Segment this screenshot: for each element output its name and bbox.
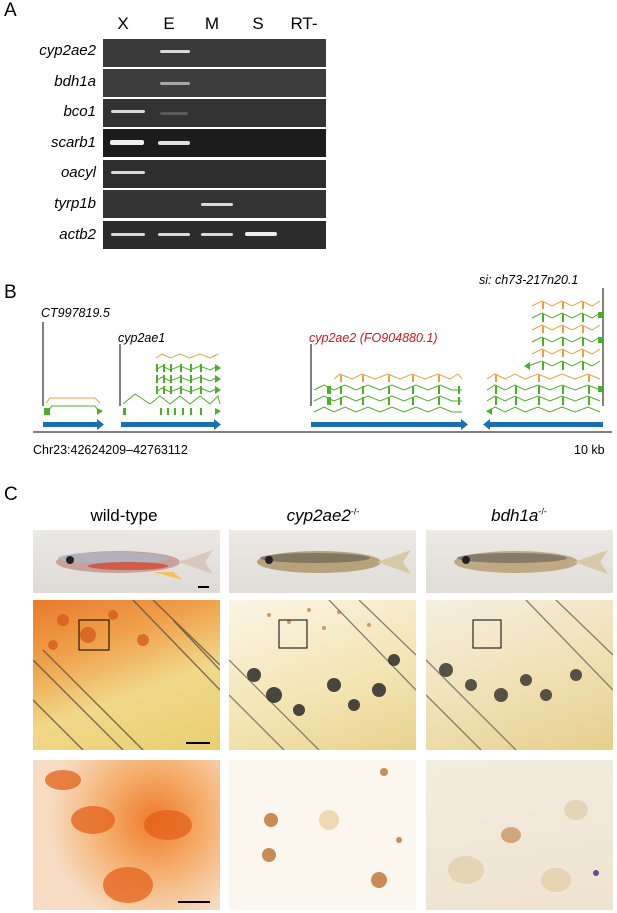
photo-closeup-cyp2ae2 [229,760,416,910]
gel-row-bdh1a [103,69,326,97]
scale-bar-label: 10 kb [574,443,605,457]
gel-row-bco1 [103,99,326,127]
chromosome-coordinate: Chr23:42624209–42763112 [33,443,188,457]
gel-row-oacyl [103,160,326,188]
photo-fish-wild-type [33,530,220,593]
gel-row-actb2 [103,221,326,249]
gene-label-bdh1a: bdh1a [54,73,96,90]
panel-a-letter: A [4,0,17,21]
gene-label-scarb1: scarb1 [50,134,96,151]
gel-column-s: S [252,14,264,33]
photo-closeup-wild-type [33,760,220,910]
gel-column-m: M [204,14,220,33]
photo-scale-bdh1a [426,600,613,750]
column-title-cyp2ae2: cyp2ae2-/- [286,506,360,525]
gel-row-scarb1 [103,129,326,157]
panel-b-letter: B [4,282,17,303]
gene-label-bco1: bco1 [63,103,96,120]
gene-name-si-ch73: si: ch73-217n20.1 [479,273,579,287]
gel-column-e: E [163,14,175,33]
gel-row-cyp2ae2 [103,39,326,67]
gene-label-cyp2ae2: cyp2ae2 [39,42,96,59]
photo-fish-bdh1a [426,530,613,593]
gene-label-tyrp1b: tyrp1b [54,195,96,212]
gene-label-actb2: actb2 [59,226,96,243]
panel-c-letter: C [4,484,18,505]
gel-column-x: X [117,14,129,33]
gene-name-cyp2ae1: cyp2ae1 [118,331,166,345]
column-title-wild-type: wild-type [90,506,158,525]
gene-label-oacyl: oacyl [60,164,96,181]
gene-track-diagram [33,288,612,433]
photo-scale-cyp2ae2 [229,600,416,750]
gene-name-cyp2ae2: cyp2ae2 (FO904880.1) [309,331,438,345]
gel-row-tyrp1b [103,190,326,218]
gene-name-ct997819: CT997819.5 [41,306,110,320]
photo-scale-wild-type [33,600,220,750]
photo-closeup-bdh1a [426,760,613,910]
column-title-bdh1a: bdh1a-/- [491,506,547,525]
gel-column-rt: RT- [290,14,318,33]
photo-fish-cyp2ae2 [229,530,416,593]
